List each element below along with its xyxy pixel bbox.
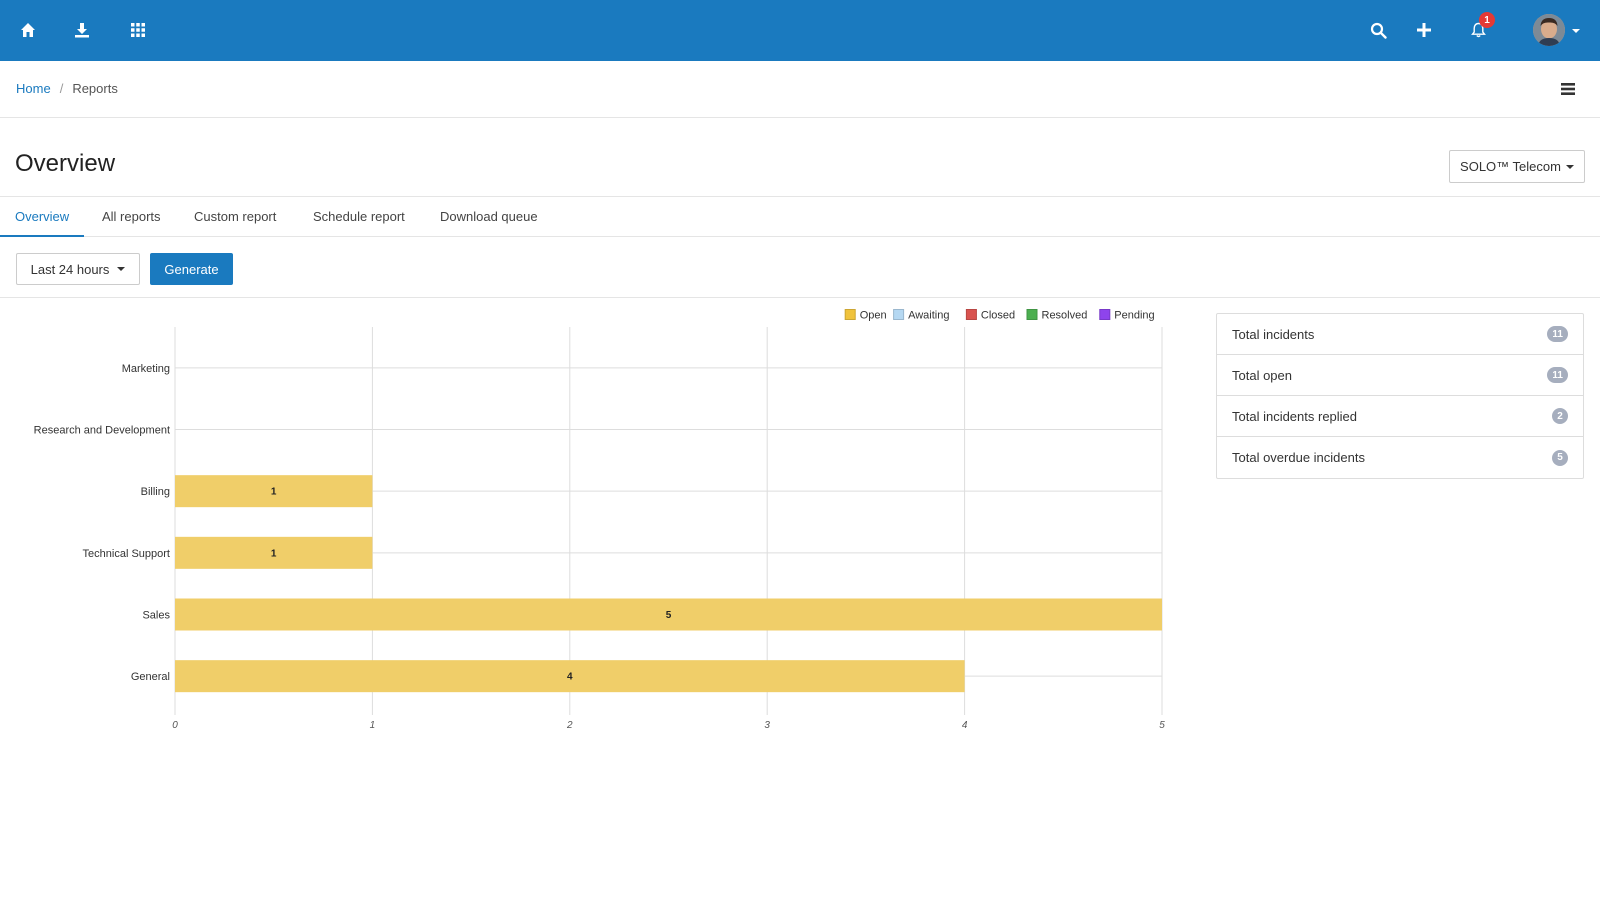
stat-total-overdue[interactable]: Total overdue incidents 5 bbox=[1217, 437, 1583, 478]
generate-button[interactable]: Generate bbox=[150, 253, 233, 285]
chevron-down-icon bbox=[117, 267, 126, 271]
category-label: Marketing bbox=[122, 363, 170, 375]
breadcrumb: Home / Reports bbox=[16, 81, 118, 96]
bell-icon[interactable]: 1 bbox=[1464, 12, 1495, 44]
legend-label-closed: Closed bbox=[981, 310, 1015, 322]
stats-panel: Total incidents 11 Total open 11 Total i… bbox=[1216, 313, 1584, 479]
legend-swatch-awaiting bbox=[893, 309, 905, 320]
tab-download-queue[interactable]: Download queue bbox=[440, 209, 538, 224]
bar-open bbox=[175, 598, 1162, 631]
breadcrumb-current: Reports bbox=[72, 81, 118, 96]
breadcrumb-separator: / bbox=[59, 81, 64, 96]
category-label: Billing bbox=[141, 486, 170, 498]
notification-badge: 1 bbox=[1479, 12, 1495, 28]
stat-label: Total incidents replied bbox=[1232, 408, 1358, 424]
tab-custom-report[interactable]: Custom report bbox=[194, 209, 277, 224]
apps-grid-icon[interactable] bbox=[124, 16, 152, 44]
search-icon[interactable] bbox=[1364, 16, 1392, 44]
avatar[interactable] bbox=[1533, 14, 1565, 46]
legend-swatch-closed bbox=[965, 309, 977, 320]
tab-schedule-report[interactable]: Schedule report bbox=[313, 209, 405, 224]
bar-open bbox=[175, 536, 373, 569]
incidents-by-department-chart: 0 1 2 3 4 5 Marketing Research and Development B… bbox=[0, 305, 1180, 735]
category-label: Sales bbox=[142, 610, 170, 622]
legend-swatch-pending bbox=[1099, 309, 1111, 320]
chevron-down-icon bbox=[1565, 164, 1574, 169]
chart-svg: 0 1 2 3 4 5 Marketing Research and Development B… bbox=[34, 309, 1165, 731]
bar-open bbox=[175, 475, 373, 508]
category-label: Research and Development bbox=[34, 425, 170, 437]
plus-icon[interactable] bbox=[1410, 16, 1438, 44]
hamburger-menu-icon[interactable] bbox=[1560, 81, 1576, 97]
x-tick-label: 5 bbox=[1159, 720, 1165, 731]
filter-bar: Last 24 hours Generate bbox=[0, 237, 1600, 298]
top-navigation-bar: 1 bbox=[0, 0, 1600, 61]
x-tick-label: 1 bbox=[370, 720, 376, 731]
stat-total-replied[interactable]: Total incidents replied 2 bbox=[1217, 396, 1583, 437]
time-range-dropdown[interactable]: Last 24 hours bbox=[16, 253, 140, 285]
legend-label-awaiting: Awaiting bbox=[908, 310, 949, 322]
legend-swatch-border bbox=[893, 309, 905, 320]
legend-swatch-border bbox=[1099, 309, 1111, 320]
x-tick-label: 0 bbox=[172, 720, 178, 731]
category-label: Technical Support bbox=[83, 548, 170, 560]
home-icon[interactable] bbox=[14, 16, 42, 44]
legend-swatch-resolved bbox=[1026, 309, 1038, 320]
page-title: Overview bbox=[15, 150, 116, 177]
tab-all-reports[interactable]: All reports bbox=[102, 209, 161, 224]
x-tick-label: 3 bbox=[764, 720, 770, 731]
stat-count-badge: 11 bbox=[1547, 326, 1568, 342]
bar-open bbox=[175, 660, 965, 693]
report-tabs: Overview All reports Custom report Sched… bbox=[0, 196, 1600, 237]
stat-label: Total incidents bbox=[1232, 326, 1315, 342]
stat-count-badge: 2 bbox=[1552, 408, 1568, 424]
stat-count-badge: 11 bbox=[1547, 367, 1568, 383]
stat-total-incidents[interactable]: Total incidents 11 bbox=[1217, 314, 1583, 355]
legend-swatch-border bbox=[844, 309, 856, 320]
legend-label-pending: Pending bbox=[1114, 310, 1154, 322]
category-label: General bbox=[131, 671, 170, 683]
tab-overview[interactable]: Overview bbox=[0, 197, 85, 237]
bar-data-label: 1 bbox=[271, 487, 277, 498]
user-menu-caret-icon[interactable] bbox=[1572, 29, 1580, 33]
legend-swatch-border bbox=[1026, 309, 1038, 320]
legend-swatch-open bbox=[844, 309, 856, 320]
x-tick-label: 2 bbox=[566, 720, 573, 731]
bar-data-label: 4 bbox=[567, 672, 573, 683]
organization-selector-label: SOLO™ Telecom bbox=[1460, 159, 1561, 174]
breadcrumb-bar: Home / Reports bbox=[0, 61, 1600, 118]
stat-label: Total open bbox=[1232, 367, 1292, 383]
stat-total-open[interactable]: Total open 11 bbox=[1217, 355, 1583, 396]
legend-label-resolved: Resolved bbox=[1042, 310, 1088, 322]
time-range-label: Last 24 hours bbox=[30, 261, 110, 277]
stat-label: Total overdue incidents bbox=[1232, 450, 1365, 465]
bar-data-label: 1 bbox=[271, 548, 277, 559]
breadcrumb-home-link[interactable]: Home bbox=[16, 81, 51, 96]
x-tick-label: 4 bbox=[962, 720, 968, 731]
bar-data-label: 5 bbox=[666, 610, 672, 621]
download-icon[interactable] bbox=[68, 16, 96, 44]
stat-count-badge: 5 bbox=[1552, 449, 1568, 466]
legend-label-open: Open bbox=[860, 310, 887, 322]
organization-selector-button[interactable]: SOLO™ Telecom bbox=[1449, 150, 1585, 183]
legend-swatch-border bbox=[965, 309, 977, 320]
